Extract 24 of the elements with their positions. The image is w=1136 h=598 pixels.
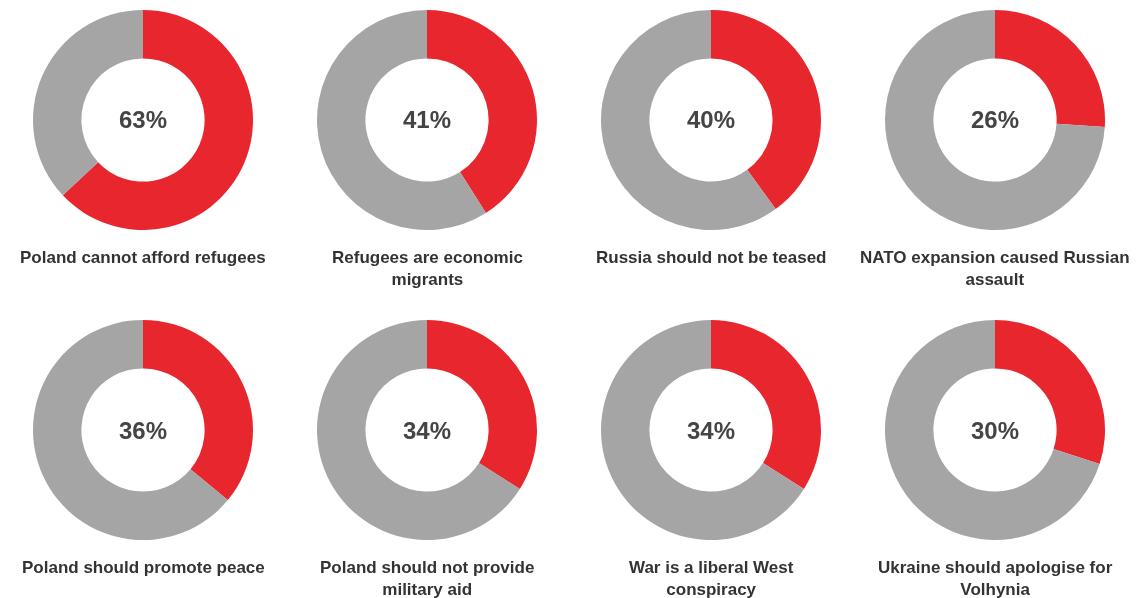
text: 34%	[687, 417, 736, 444]
text: Poland should not provide military aid	[320, 558, 535, 598]
text: 36%	[119, 417, 168, 444]
donut-slice	[317, 320, 520, 540]
donut-slice	[601, 10, 776, 230]
text: 34%	[403, 417, 452, 444]
text: 26%	[971, 106, 1020, 133]
text: NATO expansion caused Russian assault	[860, 248, 1130, 290]
donut-slice	[33, 320, 228, 540]
text: 30%	[971, 417, 1020, 444]
text: 41%	[403, 106, 452, 133]
donut-slice	[62, 10, 253, 230]
donut-slice	[317, 10, 486, 230]
donut-slice	[885, 320, 1100, 540]
text: Refugees are economic migrants	[332, 248, 523, 290]
text: 63%	[119, 106, 168, 133]
donut-slice	[601, 320, 804, 540]
text: Poland cannot afford refugees	[20, 248, 266, 267]
text: 40%	[687, 106, 736, 133]
text: Russia should not be teased	[596, 248, 827, 267]
text: War is a liberal West conspiracy	[629, 558, 794, 598]
donut-slice	[885, 10, 1105, 230]
text: Ukraine should apologise for Volhynia	[878, 558, 1113, 598]
text: Poland should promote peace	[22, 558, 265, 577]
